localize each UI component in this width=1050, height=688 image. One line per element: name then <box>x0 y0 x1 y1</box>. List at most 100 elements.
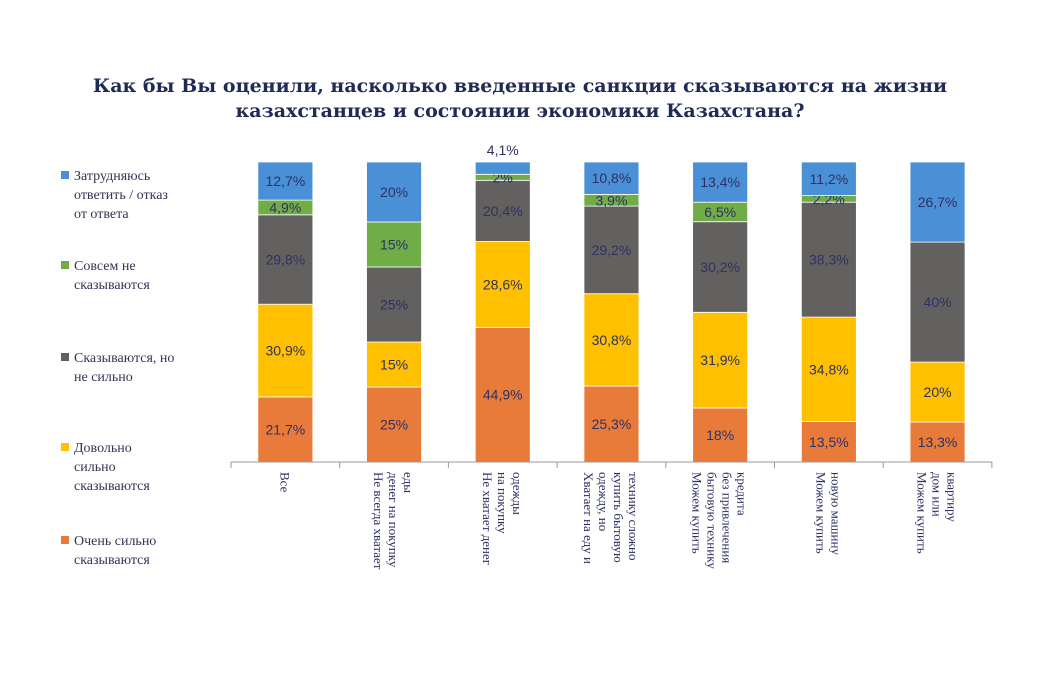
category-label-line: Не хватает денег <box>480 472 495 565</box>
data-label: 30,8% <box>592 332 632 348</box>
category-label-line: одежды <box>510 472 525 515</box>
data-label: 25,3% <box>592 416 632 432</box>
legend-item: Совсем не сказываются <box>61 259 150 293</box>
bar-segment <box>257 303 314 398</box>
data-label: 3,9% <box>595 192 627 208</box>
legend-swatch <box>61 443 69 451</box>
legend-label: сильно <box>74 460 116 475</box>
bar-segment <box>366 266 422 343</box>
category-label: Можем купить дом или квартиру <box>915 472 960 554</box>
bar-segment <box>909 421 966 463</box>
bar-stacks: 21,7% 30,9% 29,8% 4,9% 12,7% 25% 15% 25% 15% 20% 4… <box>257 142 966 463</box>
category-label-line: квартиру <box>945 472 960 522</box>
category-label-line: еды <box>401 472 416 493</box>
bar-segment <box>366 341 422 388</box>
category-label-line: технику сложно <box>626 472 641 560</box>
bar-segment <box>909 361 966 423</box>
legend-swatch <box>61 536 69 544</box>
category-label-line: Не всегда хватает <box>371 472 386 570</box>
data-label: 38,3% <box>809 252 849 268</box>
legend-label: Совсем не <box>74 259 136 274</box>
data-label: 25% <box>380 297 408 313</box>
data-label: 13,5% <box>809 434 849 450</box>
legend-item: Очень сильно сказываются <box>61 534 156 568</box>
category-label-line: Все <box>277 472 292 493</box>
data-label: 40% <box>924 294 952 310</box>
bar-segment <box>366 161 422 223</box>
data-label: 26,7% <box>918 194 958 210</box>
category-label-line: новую машину <box>828 472 843 555</box>
bar-segment <box>692 407 749 463</box>
legend-label: от ответа <box>74 207 129 222</box>
data-label: 29,2% <box>592 242 632 258</box>
legend-item: Затрудняюсь ответить / отказ от ответа <box>61 169 168 222</box>
data-label: 31,9% <box>700 352 740 368</box>
legend-label: сказываются <box>74 479 150 494</box>
bar-segment <box>474 326 531 463</box>
bar-segment <box>800 316 857 422</box>
bar-segment <box>583 205 640 295</box>
bar-segment <box>474 179 531 242</box>
data-label: 20% <box>924 384 952 400</box>
data-label: 13,4% <box>700 174 740 190</box>
legend-swatch <box>61 353 69 361</box>
bar-segment <box>257 161 314 201</box>
data-label: 12,7% <box>265 173 305 189</box>
legend-label: Затрудняюсь <box>74 169 150 184</box>
data-label: 20% <box>380 184 408 200</box>
legend-item: Сказываются, но не сильно <box>61 351 174 385</box>
legend-label: ответить / отказ <box>74 188 168 203</box>
data-label: 29,8% <box>265 252 305 268</box>
data-label: 11,2% <box>810 171 849 187</box>
legend-label: Сказываются, но <box>74 351 174 366</box>
category-label-line: одежду, но <box>596 472 611 531</box>
chart-title-line: Как бы Вы оценили, насколько введенные с… <box>93 75 947 97</box>
bar-segment <box>800 201 857 318</box>
bar-segment <box>800 161 857 196</box>
legend-item: Довольно сильно сказываются <box>61 441 150 494</box>
bar-segment <box>909 161 966 243</box>
data-label: 30,9% <box>265 343 305 359</box>
category-label: Хватает на еду и одежду, но купить бытовую… <box>581 472 641 564</box>
data-label: 6,5% <box>704 204 736 220</box>
bar-segment <box>583 161 640 195</box>
bar-segment <box>474 161 531 175</box>
bar-segment <box>583 385 640 463</box>
bar-segment <box>692 311 749 409</box>
category-label: Не хватает денег на покупку одежды <box>480 472 525 565</box>
legend-label: сказываются <box>74 278 150 293</box>
data-label: 15% <box>380 357 408 373</box>
data-label: 10,8% <box>592 170 632 186</box>
category-label-line: бытовую технику <box>705 472 720 569</box>
data-label: 18% <box>706 427 734 443</box>
category-label: Можем купить бытовую технику без привлечен… <box>690 472 750 569</box>
legend-label: не сильно <box>74 370 133 385</box>
legend-label: Очень сильно <box>74 534 156 549</box>
category-labels: Все Не всегда хватает денег на покупку еды Н… <box>277 472 959 570</box>
data-label: 30,2% <box>700 259 740 275</box>
bar-segment <box>583 293 640 387</box>
category-label-line: кредита <box>735 472 750 516</box>
data-label: 13,3% <box>918 434 958 450</box>
data-label: 4,1% <box>487 142 519 158</box>
category-label-line: денег на покупку <box>386 472 401 568</box>
data-label: 4,9% <box>269 199 301 215</box>
legend-swatch <box>61 171 69 179</box>
data-label: 15% <box>380 237 408 253</box>
data-label: 21,7% <box>265 421 305 437</box>
data-label: 34,8% <box>809 361 849 377</box>
category-label-line: Можем купить <box>915 472 930 554</box>
category-label-line: дом или <box>930 472 945 517</box>
category-label-line: без привлечения <box>720 472 735 563</box>
legend-swatch <box>61 261 69 269</box>
category-label-line: Можем купить <box>813 472 828 554</box>
bar-segment <box>257 396 314 463</box>
category-label: Не всегда хватает денег на покупку еды <box>371 472 416 570</box>
data-label: 44,9% <box>483 387 523 403</box>
chart-title-line: казахстанцев и состоянии экономики Казах… <box>236 100 805 122</box>
category-label-line: купить бытовую <box>611 472 626 563</box>
chart-legend: Затрудняюсь ответить / отказ от ответа Совс… <box>61 169 174 568</box>
data-label: 28,6% <box>483 276 523 292</box>
legend-label: Довольно <box>74 441 132 456</box>
